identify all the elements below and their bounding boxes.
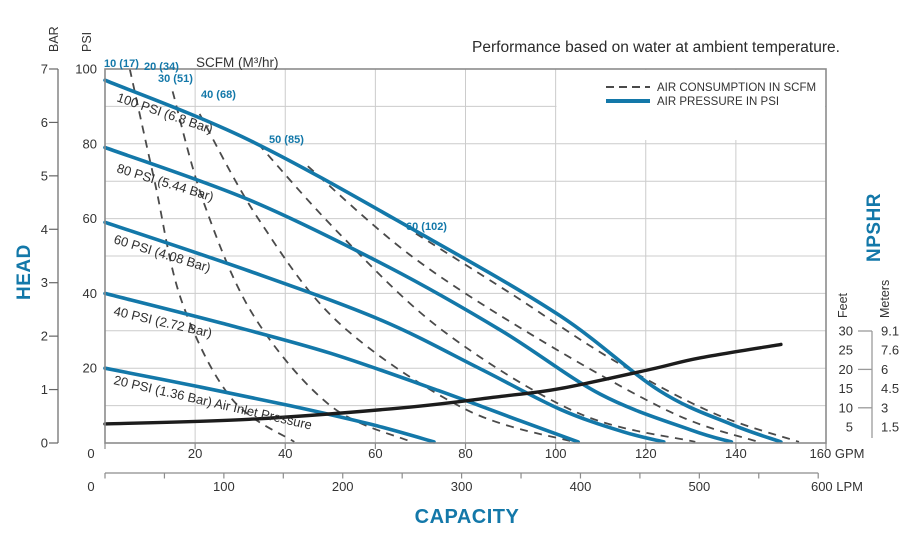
bar-tick: 6 xyxy=(41,115,48,130)
bar-tick-labels: 0 1 2 3 4 5 6 7 xyxy=(41,62,48,451)
scfm-curve-labels: 10 (17) 20 (34) 30 (51) 40 (68) 50 (85) … xyxy=(104,58,447,233)
npshr-meters-labels: 9.1 7.6 6 4.5 3 1.5 xyxy=(881,324,899,435)
lpm-tick: 0 xyxy=(87,479,94,494)
lpm-tick: 300 xyxy=(451,479,473,494)
npshr-meters-title: Meters xyxy=(878,280,892,318)
lpm-tick: 500 xyxy=(689,479,711,494)
lpm-axis-unit: 600 LPM xyxy=(811,479,863,494)
air-pressure-curve-40-psi xyxy=(103,291,580,444)
legend-pressure-label: AIR PRESSURE IN PSI xyxy=(657,96,779,108)
air-consumption-curve-50-scfm xyxy=(307,165,759,443)
bar-axis-title: BAR xyxy=(47,26,61,52)
lpm-tick-labels: 0 100 200 300 400 500 600 LPM xyxy=(87,479,863,494)
psi-tick: 80 xyxy=(83,136,97,151)
psi-tick: 40 xyxy=(83,286,97,301)
npshr-meters-tick: 3 xyxy=(881,400,888,415)
air-consumption-curve-10-scfm xyxy=(128,68,295,443)
scfm-axis-header: SCFM (M³/hr) xyxy=(196,55,278,70)
gpm-tick: 100 xyxy=(545,446,567,461)
npshr-meters-tick: 1.5 xyxy=(881,420,899,435)
capacity-axis-title: CAPACITY xyxy=(415,506,520,528)
lpm-tick: 400 xyxy=(570,479,592,494)
gpm-tick: 40 xyxy=(278,446,292,461)
npshr-meters-tick: 6 xyxy=(881,362,888,377)
bar-tick: 5 xyxy=(41,168,48,183)
chart-title: Performance based on water at ambient te… xyxy=(472,39,840,56)
npshr-meters-tick: 9.1 xyxy=(881,324,899,339)
gpm-axis-unit: 160 GPM xyxy=(810,446,865,461)
lpm-tick: 200 xyxy=(332,479,354,494)
psi-tick-labels: 20 40 60 80 100 xyxy=(75,62,97,376)
scfm-label-20: 20 (34) xyxy=(144,61,179,73)
gpm-tick: 0 xyxy=(87,446,94,461)
npshr-feet-tick: 30 xyxy=(839,324,853,339)
gpm-tick: 120 xyxy=(635,446,657,461)
pressure-label-100psi: 100 PSI (6.8 Bar) xyxy=(115,90,215,137)
curves-layer xyxy=(103,68,800,444)
scfm-label-50: 50 (85) xyxy=(269,134,304,146)
npshr-curve xyxy=(103,342,783,426)
axes-layer xyxy=(49,68,873,479)
psi-tick: 20 xyxy=(83,361,97,376)
psi-tick: 60 xyxy=(83,211,97,226)
npshr-feet-labels: 30 25 20 15 10 5 xyxy=(839,324,853,435)
air-consumption-curve-40-scfm xyxy=(257,143,696,443)
scfm-label-30: 30 (51) xyxy=(158,73,193,85)
legend: AIR CONSUMPTION IN SCFM AIR PRESSURE IN … xyxy=(606,82,816,108)
gpm-tick: 20 xyxy=(188,446,202,461)
bar-tick: 3 xyxy=(41,275,48,290)
gpm-tick: 140 xyxy=(725,446,747,461)
gpm-tick-labels: 0 20 40 60 80 100 120 140 160 GPM xyxy=(87,446,864,461)
npshr-feet-tick: 25 xyxy=(839,343,853,358)
legend-background xyxy=(556,70,825,140)
npshr-feet-tick: 10 xyxy=(839,400,853,415)
psi-axis-title: PSI xyxy=(80,32,94,52)
air-consumption-curve-30-scfm xyxy=(198,113,574,443)
air-consumption-curve-60-scfm xyxy=(415,232,800,443)
scfm-label-60: 60 (102) xyxy=(406,221,447,233)
air-pressure-curve-100-psi xyxy=(103,78,783,444)
air-pressure-curve-60-psi xyxy=(103,220,666,444)
npshr-meters-tick: 4.5 xyxy=(881,381,899,396)
legend-mask xyxy=(556,70,825,140)
air-pressure-curve-80-psi xyxy=(103,145,734,444)
air-pressure-curve-20-psi xyxy=(103,366,436,444)
gpm-tick: 60 xyxy=(368,446,382,461)
scfm-label-40: 40 (68) xyxy=(201,89,236,101)
legend-consumption-label: AIR CONSUMPTION IN SCFM xyxy=(657,82,816,94)
bar-tick: 2 xyxy=(41,329,48,344)
npshr-feet-title: Feet xyxy=(836,292,850,318)
bar-tick: 4 xyxy=(41,222,48,237)
gpm-tick: 80 xyxy=(458,446,472,461)
bar-tick: 7 xyxy=(41,62,48,77)
bar-tick: 1 xyxy=(41,382,48,397)
npshr-axis-title: NPSHR xyxy=(864,193,885,262)
npshr-feet-tick: 20 xyxy=(839,362,853,377)
scfm-label-10: 10 (17) xyxy=(104,58,139,70)
bar-tick: 0 xyxy=(41,436,48,451)
npshr-feet-tick: 5 xyxy=(846,420,853,435)
head-axis-title: HEAD xyxy=(14,244,35,300)
npshr-meters-tick: 7.6 xyxy=(881,343,899,358)
lpm-tick: 100 xyxy=(213,479,235,494)
npshr-feet-tick: 15 xyxy=(839,381,853,396)
psi-tick: 100 xyxy=(75,62,97,77)
